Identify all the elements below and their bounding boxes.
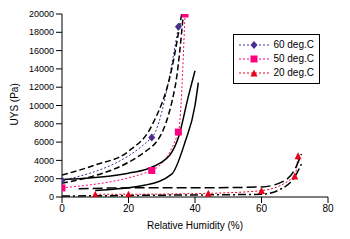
svg-text:18000: 18000 bbox=[29, 27, 54, 37]
html-text:20 deg.C: 20 deg.C bbox=[273, 67, 314, 78]
svg-text:16000: 16000 bbox=[29, 46, 54, 56]
svg-text:0: 0 bbox=[49, 192, 54, 202]
svg-text:10000: 10000 bbox=[29, 101, 54, 111]
svg-text:14000: 14000 bbox=[29, 64, 54, 74]
svg-text:12000: 12000 bbox=[29, 82, 54, 92]
svg-text:Relative Humidity (%): Relative Humidity (%) bbox=[147, 220, 243, 231]
svg-text:UYS (Pa): UYS (Pa) bbox=[9, 83, 20, 125]
svg-text:4000: 4000 bbox=[34, 156, 54, 166]
html-text:60 deg.C: 60 deg.C bbox=[273, 39, 314, 50]
svg-text:80: 80 bbox=[322, 203, 334, 214]
svg-text:40: 40 bbox=[189, 203, 201, 214]
svg-text:20: 20 bbox=[123, 203, 135, 214]
svg-text:20000: 20000 bbox=[29, 9, 54, 19]
svg-text:60: 60 bbox=[256, 203, 268, 214]
svg-text:2000: 2000 bbox=[34, 174, 54, 184]
svg-text:8000: 8000 bbox=[34, 119, 54, 129]
svg-text:6000: 6000 bbox=[34, 137, 54, 147]
svg-text:0: 0 bbox=[59, 203, 65, 214]
html-text:50 deg.C: 50 deg.C bbox=[273, 53, 314, 64]
